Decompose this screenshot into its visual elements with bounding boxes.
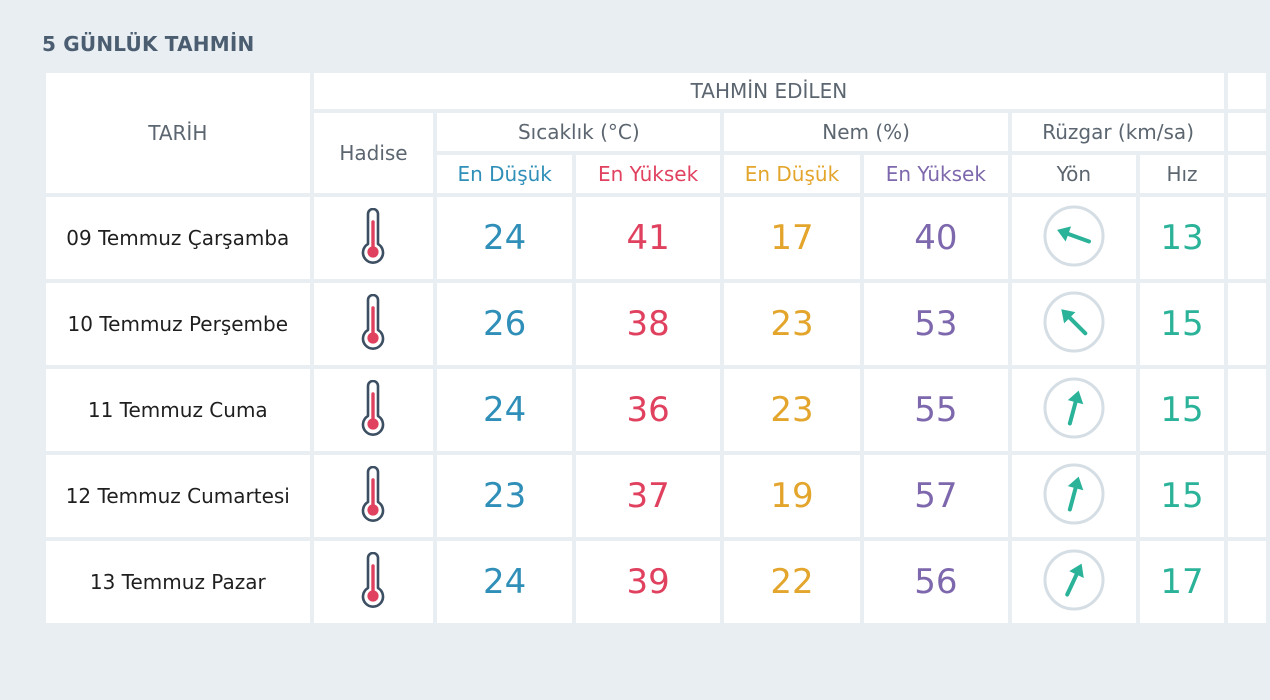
date-cell: 11 Temmuz Cuma <box>46 369 310 451</box>
event-cell <box>313 197 434 279</box>
overflow-column-cell <box>1228 155 1266 193</box>
date-cell: 13 Temmuz Pazar <box>46 541 310 623</box>
forecast-table: TARİH TAHMİN EDİLEN Hadise Sıcaklık (°C)… <box>42 69 1270 627</box>
table-row: 11 Temmuz Cuma 24 36 23 55 15 <box>46 369 1266 451</box>
humidity-min-value: 22 <box>724 541 860 623</box>
wind-arrow-icon <box>1042 376 1106 440</box>
wind-arrow-icon <box>1042 462 1106 526</box>
overflow-column-cell <box>1228 541 1266 623</box>
temp-max-value: 39 <box>575 541 721 623</box>
humidity-min-value: 19 <box>724 455 860 537</box>
temp-min-header: En Düşük <box>437 155 572 193</box>
temperature-header: Sıcaklık (°C) <box>437 113 721 151</box>
temp-max-value: 38 <box>575 283 721 365</box>
wind-arrow-icon <box>1042 548 1106 612</box>
overflow-column-cell <box>1228 73 1266 109</box>
thermometer-hot-icon <box>358 465 388 522</box>
overflow-column-cell <box>1228 197 1266 279</box>
thermometer-hot-icon <box>358 207 388 264</box>
temp-min-value: 23 <box>437 455 572 537</box>
wind-speed-value: 15 <box>1139 369 1225 451</box>
page-title: 5 GÜNLÜK TAHMİN <box>42 32 255 56</box>
humidity-max-value: 55 <box>863 369 1008 451</box>
thermometer-hot-icon <box>358 379 388 436</box>
humidity-max-value: 53 <box>863 283 1008 365</box>
overflow-column-cell <box>1228 283 1266 365</box>
date-cell: 10 Temmuz Perşembe <box>46 283 310 365</box>
overflow-column-cell <box>1228 455 1266 537</box>
wind-direction-header: Yön <box>1011 155 1136 193</box>
event-cell <box>313 541 434 623</box>
humidity-min-value: 17 <box>724 197 860 279</box>
wind-direction-cell <box>1011 197 1136 279</box>
wind-direction-cell <box>1011 369 1136 451</box>
date-cell: 09 Temmuz Çarşamba <box>46 197 310 279</box>
wind-speed-value: 15 <box>1139 455 1225 537</box>
wind-direction-cell <box>1011 283 1136 365</box>
temp-min-value: 26 <box>437 283 572 365</box>
table-row: 09 Temmuz Çarşamba 24 41 17 40 13 <box>46 197 1266 279</box>
wind-speed-value: 15 <box>1139 283 1225 365</box>
temp-min-value: 24 <box>437 197 572 279</box>
overflow-column-cell <box>1228 369 1266 451</box>
table-row: 10 Temmuz Perşembe 26 38 23 53 15 <box>46 283 1266 365</box>
event-header: Hadise <box>313 113 434 193</box>
humidity-header: Nem (%) <box>724 113 1008 151</box>
humidity-max-value: 40 <box>863 197 1008 279</box>
date-cell: 12 Temmuz Cumartesi <box>46 455 310 537</box>
temp-max-value: 41 <box>575 197 721 279</box>
date-header: TARİH <box>46 73 310 193</box>
event-cell <box>313 455 434 537</box>
humidity-min-header: En Düşük <box>724 155 860 193</box>
temp-max-value: 36 <box>575 369 721 451</box>
temp-min-value: 24 <box>437 369 572 451</box>
table-row: 12 Temmuz Cumartesi 23 37 19 57 15 <box>46 455 1266 537</box>
wind-speed-value: 17 <box>1139 541 1225 623</box>
humidity-max-value: 56 <box>863 541 1008 623</box>
wind-speed-header: Hız <box>1139 155 1225 193</box>
humidity-min-value: 23 <box>724 283 860 365</box>
event-cell <box>313 283 434 365</box>
forecast-group-header: TAHMİN EDİLEN <box>313 73 1225 109</box>
wind-arrow-icon <box>1042 290 1106 354</box>
table-row: 13 Temmuz Pazar 24 39 22 56 17 <box>46 541 1266 623</box>
overflow-column-cell <box>1228 113 1266 151</box>
temp-max-value: 37 <box>575 455 721 537</box>
wind-direction-cell <box>1011 541 1136 623</box>
humidity-max-header: En Yüksek <box>863 155 1008 193</box>
wind-direction-cell <box>1011 455 1136 537</box>
wind-speed-value: 13 <box>1139 197 1225 279</box>
humidity-max-value: 57 <box>863 455 1008 537</box>
humidity-min-value: 23 <box>724 369 860 451</box>
thermometer-hot-icon <box>358 293 388 350</box>
wind-header: Rüzgar (km/sa) <box>1011 113 1225 151</box>
event-cell <box>313 369 434 451</box>
wind-arrow-icon <box>1042 204 1106 268</box>
temp-max-header: En Yüksek <box>575 155 721 193</box>
thermometer-hot-icon <box>358 551 388 608</box>
temp-min-value: 24 <box>437 541 572 623</box>
